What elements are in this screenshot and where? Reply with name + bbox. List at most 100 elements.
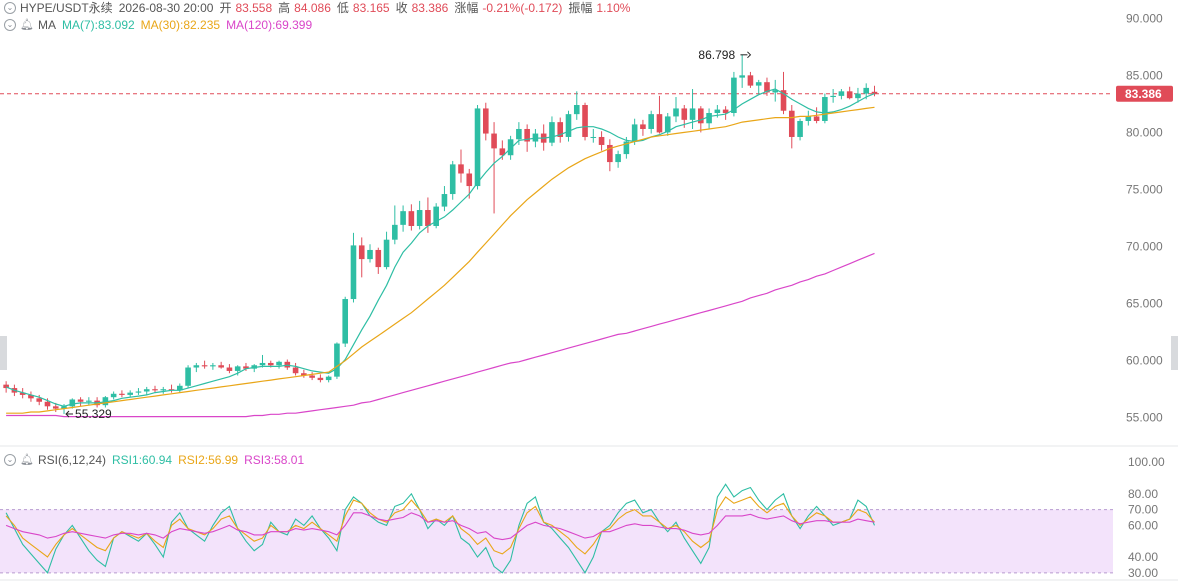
candle-body xyxy=(631,124,638,142)
open-label: 开 xyxy=(219,1,232,15)
candle-body xyxy=(425,210,431,226)
candle-body xyxy=(871,91,878,94)
candle-body xyxy=(656,114,663,133)
candle-body xyxy=(557,122,564,137)
candle-body xyxy=(301,373,307,376)
change-value: -0.21%(-0.172) xyxy=(482,1,563,15)
candle-body xyxy=(838,91,845,96)
candle-body xyxy=(722,109,729,114)
candle-body xyxy=(135,391,142,393)
candle-body xyxy=(499,148,506,156)
candle-body xyxy=(689,108,696,120)
candle-body xyxy=(590,136,597,138)
candle-body xyxy=(325,376,332,381)
candle-body xyxy=(416,210,423,226)
high-label: 高 xyxy=(278,1,291,15)
candle-body xyxy=(193,365,200,368)
rsi-title[interactable]: RSI(6,12,24) xyxy=(37,453,107,467)
candle-body xyxy=(466,173,473,187)
candle-body xyxy=(739,75,745,78)
candle-body xyxy=(516,128,522,140)
candle-body xyxy=(259,362,266,366)
scroll-left-handle[interactable] xyxy=(0,336,7,370)
y-tick-label: 65.000 xyxy=(1126,297,1163,311)
candle-body xyxy=(160,389,167,391)
candle-body xyxy=(549,122,555,143)
candle-body xyxy=(201,365,208,367)
candle-body xyxy=(28,394,34,399)
candle-body xyxy=(615,154,621,163)
candle-body xyxy=(846,91,853,99)
candle-body xyxy=(449,164,456,195)
candle-body xyxy=(582,105,588,137)
ma30-value: MA(30):82.235 xyxy=(140,18,221,32)
collapse-chevron-icon[interactable]: ⌄ xyxy=(4,454,16,466)
candle-body xyxy=(77,399,84,402)
candle-body xyxy=(358,245,365,260)
candle-body xyxy=(780,90,787,111)
candle-body xyxy=(441,194,448,207)
low-annotation-arrowhead xyxy=(65,410,70,418)
candle-body xyxy=(234,366,241,371)
scroll-right-handle[interactable] xyxy=(1171,336,1178,370)
y-tick-label: 55.000 xyxy=(1126,411,1163,425)
candle-body xyxy=(673,108,679,117)
candle-body xyxy=(350,245,357,300)
candle-body xyxy=(698,108,704,124)
rsi-legend: ⌄ 🔔︎ RSI(6,12,24) RSI1:60.94 RSI2:56.99 … xyxy=(4,452,304,468)
rsi1-line xyxy=(5,483,876,574)
ma120-value: MA(120):69.399 xyxy=(226,18,313,32)
candle-body xyxy=(292,367,299,374)
candle-body xyxy=(491,133,497,149)
amplitude-value: 1.10% xyxy=(596,1,631,15)
rsi-band xyxy=(0,509,1113,573)
rsi3-value: RSI3:58.01 xyxy=(244,453,305,467)
candle-body xyxy=(177,385,183,391)
candle-body xyxy=(822,97,828,121)
candle-body xyxy=(44,401,51,407)
candle-body xyxy=(86,400,92,402)
candle-body xyxy=(482,108,489,134)
low-value: 83.165 xyxy=(352,1,390,15)
candle-body xyxy=(772,90,779,93)
last-price-tag xyxy=(1116,85,1173,102)
candle-body xyxy=(19,392,26,395)
candle-body xyxy=(218,365,224,368)
datetime-label: 2026-08-30 20:00 xyxy=(118,1,214,15)
y-tick-label: 85.000 xyxy=(1126,68,1163,82)
y-tick-label: 75.000 xyxy=(1126,182,1163,196)
y-tick-label: 60.000 xyxy=(1126,354,1163,368)
rsi-tick-label: 70.00 xyxy=(1128,503,1158,517)
bell-icon[interactable]: 🔔︎ xyxy=(20,19,34,31)
collapse-chevron-icon[interactable]: ⌄ xyxy=(4,19,16,31)
candle-body xyxy=(61,406,67,409)
candle-body xyxy=(185,367,191,386)
candle-body xyxy=(317,377,324,381)
candle-body xyxy=(681,108,688,120)
candle-body xyxy=(830,95,836,98)
open-value: 83.558 xyxy=(235,1,273,15)
ma7-value: MA(7):83.092 xyxy=(61,18,135,32)
y-tick-label: 90.000 xyxy=(1126,11,1163,25)
candle-body xyxy=(755,82,762,86)
rsi2-line xyxy=(5,496,875,558)
candle-body xyxy=(36,398,43,402)
ma120-line xyxy=(6,252,875,418)
candle-body xyxy=(152,389,158,391)
rsi-tick-label: 100.00 xyxy=(1128,455,1165,469)
low-label: 低 xyxy=(336,1,349,15)
ma30-line xyxy=(6,106,875,414)
last-price-label: 83.386 xyxy=(1125,87,1162,101)
high-annotation-arrowhead xyxy=(747,51,752,59)
bell-icon[interactable]: 🔔︎ xyxy=(20,454,34,466)
ma-title[interactable]: MA xyxy=(37,18,56,32)
symbol-label[interactable]: HYPE/USDT永续 xyxy=(20,1,113,15)
candle-body xyxy=(706,113,712,124)
candle-body xyxy=(664,116,671,133)
rsi2-value: RSI2:56.99 xyxy=(178,453,239,467)
y-tick-label: 80.000 xyxy=(1126,125,1163,139)
candle-body xyxy=(375,249,382,268)
candle-body xyxy=(607,144,613,163)
collapse-chevron-icon[interactable]: ⌄ xyxy=(4,2,16,14)
